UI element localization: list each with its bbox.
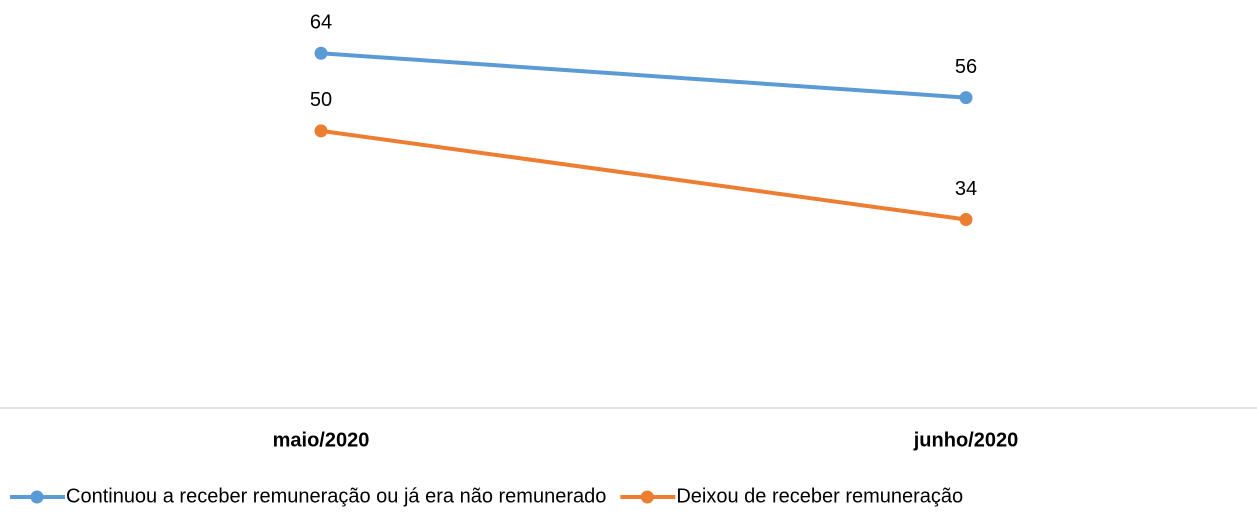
data-label: 50: [310, 89, 332, 111]
x-tick-label: maio/2020: [273, 429, 370, 451]
legend-label: Deixou de receber remuneração: [676, 485, 963, 507]
data-point: [314, 46, 328, 60]
legend-marker: [30, 490, 44, 504]
x-tick-label: junho/2020: [913, 429, 1018, 451]
legend-marker: [640, 490, 654, 504]
data-point: [314, 124, 328, 138]
data-label: 64: [310, 12, 332, 34]
series-line: [320, 51, 967, 100]
data-point: [959, 213, 973, 227]
data-label: 56: [955, 56, 977, 78]
data-point: [959, 91, 973, 105]
legend-label: Continuou a receber remuneração ou já er…: [66, 485, 606, 507]
series-line: [320, 128, 967, 222]
data-label: 34: [955, 178, 977, 200]
